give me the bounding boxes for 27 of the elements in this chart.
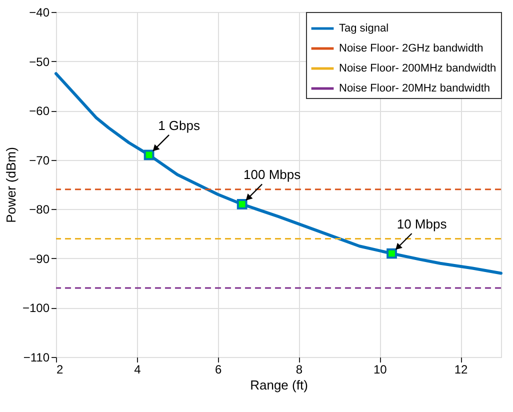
point: [236, 199, 248, 210]
annotation: 1 Gbps: [158, 118, 200, 133]
x-tick-label: 10: [373, 362, 388, 376]
point: [144, 150, 154, 160]
legend-label: Tag signal: [339, 22, 389, 34]
legend-label: Noise Floor- 200MHz bandwidth: [339, 62, 496, 74]
y-tick-label: −80: [29, 202, 50, 217]
line-series: [54, 72, 502, 275]
y-tick-label: −50: [29, 54, 50, 69]
x-tick-label: 12: [454, 362, 468, 376]
y-axis-title: Power (dBm): [3, 147, 18, 223]
y-tick-label: −100: [22, 301, 50, 316]
point: [386, 248, 397, 259]
y-tick-label: −110: [23, 350, 50, 364]
y-tick-label: −70: [29, 153, 50, 168]
legend-label: Noise Floor- 20MHz bandwidth: [339, 82, 490, 94]
legend-label: Noise Floor- 2GHz bandwidth: [339, 42, 484, 54]
x-tick-label: 2: [56, 362, 64, 376]
y-tick-label: −40: [29, 6, 50, 20]
annotation: 10 Mbps: [396, 216, 448, 232]
x-tick-label: 6: [214, 362, 222, 376]
annotation: 100 Mbps: [244, 167, 302, 182]
y-tick-label: −60: [29, 104, 50, 118]
x-tick-label: 8: [296, 362, 303, 376]
x-axis-title: Range (ft): [250, 378, 308, 392]
y-tick-label: −90: [29, 252, 50, 266]
x-tick-label: 4: [134, 362, 142, 376]
